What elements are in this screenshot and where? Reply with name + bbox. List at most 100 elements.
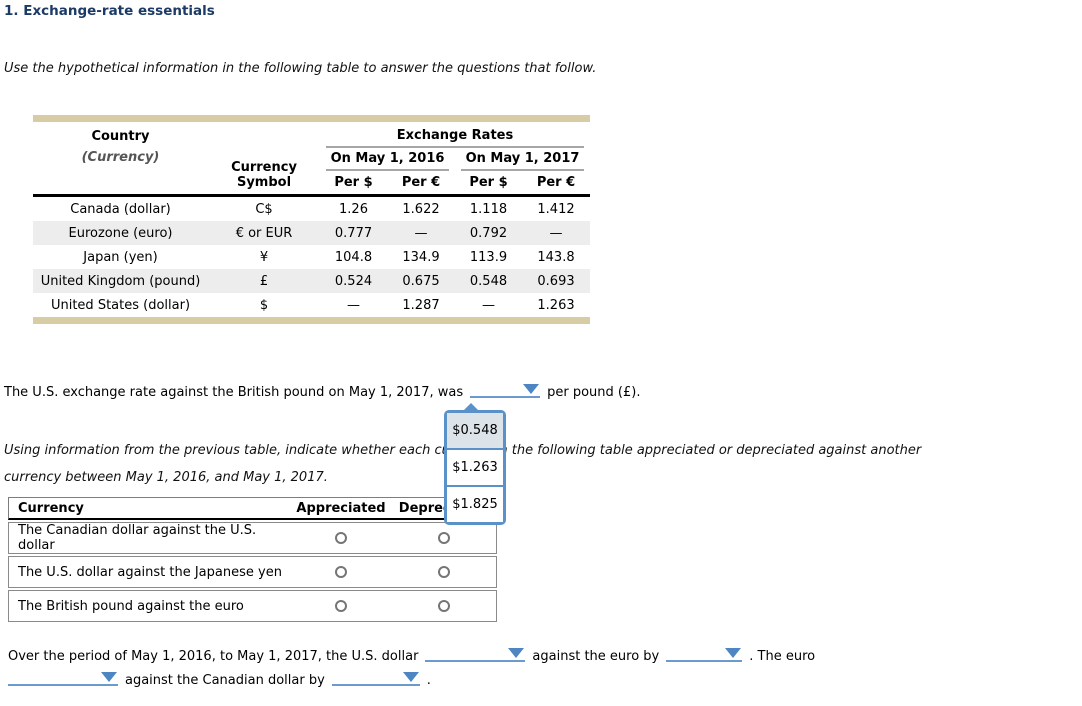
table-row: The U.S. dollar against the Japanese yen (8, 556, 497, 588)
choice-row-label: The British pound against the euro (18, 598, 244, 614)
currency-column-header: Currency (18, 500, 84, 516)
country-cell: Canada (dollar) (70, 201, 171, 217)
dropdown-arrow-icon (101, 672, 117, 682)
date-headers: On May 1, 2016 On May 1, 2017 (320, 148, 590, 171)
dropdown-arrow-icon (523, 384, 540, 394)
symbol-cell: C$ (255, 201, 273, 217)
table-bottom-band (33, 317, 590, 324)
rate-cell: 134.9 (402, 249, 440, 265)
rate-cell: 104.8 (334, 249, 373, 265)
rate-cell: 0.792 (469, 225, 508, 241)
rate-cell: 0.524 (334, 273, 373, 289)
appreciated-radio-button[interactable] (335, 600, 347, 612)
per-dollar-2016-header: Per $ (334, 175, 373, 190)
rate-cell: 1.26 (339, 201, 368, 217)
euro-vs-cad-amount-dropdown[interactable] (331, 671, 420, 686)
appreciated-radio-cell (291, 600, 391, 612)
country-cell: United States (dollar) (50, 297, 191, 313)
symbol-cell: ¥ (259, 249, 269, 265)
question3-sentence-line1: Over the period of May 1, 2016, to May 1… (8, 647, 815, 664)
rate-cell: 0.777 (334, 225, 373, 241)
question3-text-part5: . (426, 673, 431, 688)
question3-text-part4: against the Canadian dollar by (125, 673, 325, 688)
symbol-cell: € or EUR (235, 225, 293, 241)
appreciated-column-header: Appreciated (296, 500, 386, 516)
rate-cell: 1.263 (537, 297, 575, 313)
depreciated-radio-button[interactable] (437, 566, 450, 578)
country-header-label: Country (91, 129, 150, 144)
country-cell: United Kingdom (pound) (40, 273, 201, 289)
instruction-text: Use the hypothetical information in the … (4, 61, 597, 76)
question2-intro-line2: currency between May 1, 2016, and May 1,… (4, 470, 328, 485)
question1-text-after: per pound (£). (547, 385, 641, 400)
rate-cell: 1.287 (402, 297, 440, 313)
exchange-rates-title: Exchange Rates (326, 128, 584, 148)
question1-sentence: The U.S. exchange rate against the Briti… (4, 383, 640, 400)
rates-table-header: Country (Currency) Currency Symbol Excha… (33, 122, 590, 197)
per-euro-2016-header: Per € (401, 175, 441, 190)
table-row: The Canadian dollar against the U.S. dol… (8, 522, 497, 554)
question3-sentence-line2: against the Canadian dollar by. (8, 671, 431, 688)
question1-text-before: The U.S. exchange rate against the Briti… (4, 385, 464, 400)
country-header-cell: Country (Currency) (33, 122, 208, 194)
usd-vs-euro-direction-dropdown[interactable] (425, 647, 526, 662)
rate-cell: — (482, 297, 495, 313)
depreciated-radio-cell (391, 600, 496, 612)
symbol-cell: $ (259, 297, 269, 313)
country-cell: Eurozone (euro) (68, 225, 173, 241)
depreciated-radio-cell (391, 566, 496, 578)
dropdown-option[interactable]: $1.263 (447, 448, 503, 485)
exchange-rates-table: Country (Currency) Currency Symbol Excha… (33, 115, 590, 324)
table-top-band (33, 115, 590, 122)
choice-row-label: The U.S. dollar against the Japanese yen (18, 564, 282, 580)
q1-dropdown-open-menu: $0.548 $1.263 $1.825 (444, 403, 506, 525)
question3-text-part3: . The euro (749, 649, 816, 664)
rate-cell: 0.693 (537, 273, 575, 289)
currency-symbol-header: Currency Symbol (231, 160, 297, 190)
symbol-cell: £ (259, 273, 269, 289)
dropdown-arrow-icon (508, 648, 525, 658)
date-2017-header: On May 1, 2017 (461, 151, 584, 171)
per-dollar-2017-header: Per $ (469, 175, 508, 190)
appreciated-radio-button[interactable] (335, 532, 347, 544)
rate-cell: 0.548 (469, 273, 508, 289)
rate-cell: — (414, 225, 428, 241)
dropdown-arrow-icon (402, 672, 419, 682)
currency-subheader-label: (Currency) (81, 150, 160, 165)
page-title: 1. Exchange-rate essentials (4, 3, 215, 19)
appreciated-radio-cell (291, 532, 391, 544)
date-2016-header: On May 1, 2016 (326, 151, 449, 171)
rate-cell: 1.622 (402, 201, 440, 217)
rate-cell: 1.412 (537, 201, 575, 217)
depreciated-radio-button[interactable] (437, 532, 450, 544)
depreciated-radio-cell (391, 532, 496, 544)
rate-cell: 113.9 (469, 249, 508, 265)
popup-pointer-icon (461, 403, 481, 413)
rate-cell: — (347, 297, 360, 313)
rate-cell: 1.118 (469, 201, 508, 217)
appreciated-radio-button[interactable] (335, 566, 347, 578)
dropdown-option-highlighted[interactable]: $0.548 (447, 413, 503, 448)
table-row: United Kingdom (pound) £ 0.524 0.675 0.5… (33, 269, 590, 293)
table-row: Japan (yen) ¥ 104.8 134.9 113.9 143.8 (33, 245, 590, 269)
euro-vs-cad-direction-dropdown[interactable] (8, 671, 118, 686)
q1-rate-dropdown[interactable] (470, 383, 541, 398)
dropdown-option[interactable]: $1.825 (447, 485, 503, 522)
per-euro-2017-header: Per € (536, 175, 576, 190)
rate-cell: 143.8 (537, 249, 575, 265)
dropdown-arrow-icon (725, 648, 742, 658)
per-unit-headers: Per $ Per € Per $ Per € (320, 171, 590, 194)
table-row: United States (dollar) $ — 1.287 — 1.263 (33, 293, 590, 317)
choice-table-header: Currency Appreciated Depreciated (8, 497, 497, 520)
choice-row-label: The Canadian dollar against the U.S. dol… (18, 523, 257, 553)
question3-text-part1: Over the period of May 1, 2016, to May 1… (8, 649, 419, 664)
exchange-rates-group-header: Exchange Rates On May 1, 2016 On May 1, … (320, 122, 590, 194)
usd-vs-euro-amount-dropdown[interactable] (666, 647, 743, 662)
depreciated-radio-button[interactable] (437, 600, 450, 612)
rate-cell: 0.675 (402, 273, 440, 289)
table-row: Eurozone (euro) € or EUR 0.777 — 0.792 — (33, 221, 590, 245)
rate-cell: — (549, 225, 563, 241)
question3-text-part2: against the euro by (532, 649, 660, 664)
country-cell: Japan (yen) (83, 249, 158, 265)
